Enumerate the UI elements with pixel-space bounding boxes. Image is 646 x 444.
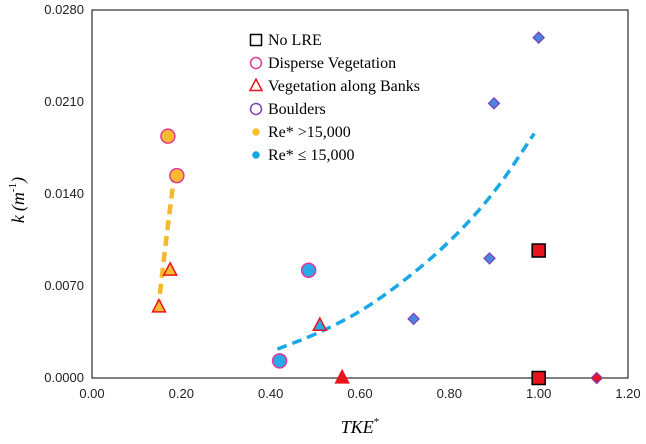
y-tick-label: 0.0210 (44, 94, 84, 109)
x-tick-label: 1.20 (615, 386, 640, 401)
data-point-square-low_re (531, 243, 546, 258)
axis-ticks: 0.00 0.20 0.40 0.60 0.80 1.00 1.20 0.0000 0.0070… (44, 2, 640, 401)
plot-border (91, 9, 629, 379)
legend-marker-triangle (248, 77, 264, 92)
legend: No LRE Disperse Vegetation Vegetation alon… (248, 32, 420, 164)
data-point-diamond-low_re (483, 252, 496, 265)
trendlines (155, 132, 536, 351)
data-point-triangle-high_re (162, 261, 178, 276)
data-point-circle-high_re (160, 128, 176, 144)
y-tick-label: 0.0000 (44, 370, 84, 385)
y-tick-label: 0.0070 (44, 278, 84, 293)
data-point-diamond-low_re (407, 312, 420, 326)
trendline-low_re (276, 132, 536, 351)
x-tick-label: 1.00 (526, 386, 551, 401)
x-tick-label: 0.80 (437, 386, 462, 401)
legend-item: Boulders (249, 101, 326, 118)
legend-label: Vegetation along Banks (268, 78, 420, 95)
data-point-triangle-low_re (312, 316, 328, 332)
data-point-circle-low_re (300, 262, 317, 278)
data-point-diamond-low_re (590, 371, 604, 385)
data-point-diamond-low_re (487, 96, 501, 110)
legend-item: Re* >15,000 (252, 124, 351, 141)
legend-label: Re* ≤ 15,000 (268, 147, 355, 164)
legend-label: Disperse Vegetation (268, 55, 396, 72)
legend-marker-square (249, 33, 263, 47)
plot-area (91, 9, 629, 379)
data-point-diamond-low_re (532, 31, 546, 44)
legend-item: No LRE (249, 32, 322, 49)
data-points (151, 31, 604, 386)
x-tick-label: 0.40 (258, 386, 283, 401)
legend-label: No LRE (268, 32, 322, 49)
legend-label: Boulders (268, 101, 326, 118)
x-axis-title: TKE* (341, 416, 380, 437)
legend-item: Disperse Vegetation (249, 55, 396, 72)
data-point-triangle-high_re (151, 297, 167, 313)
data-point-square-low_re (531, 370, 546, 386)
legend-marker-circle (249, 56, 263, 70)
x-tick-label: 0.20 (169, 386, 194, 401)
trendline-high_re (155, 172, 177, 310)
legend-item: Re* ≤ 15,000 (252, 147, 355, 164)
data-point-circle-low_re (271, 353, 288, 369)
legend-marker-diamond-circle (249, 102, 263, 116)
data-point-circle-high_re (169, 167, 185, 184)
data-point-triangle-low_re (334, 368, 350, 384)
y-tick-label: 0.0280 (44, 2, 84, 17)
y-axis-title: k(m-1) (7, 177, 29, 223)
legend-label: Re* >15,000 (268, 124, 351, 141)
x-tick-label: 0.00 (79, 386, 104, 401)
legend-marker-dot (252, 128, 260, 136)
legend-marker-dot (252, 151, 260, 159)
legend-item: Vegetation along Banks (248, 77, 420, 95)
y-tick-label: 0.0140 (44, 186, 84, 201)
x-tick-label: 0.60 (347, 386, 372, 401)
